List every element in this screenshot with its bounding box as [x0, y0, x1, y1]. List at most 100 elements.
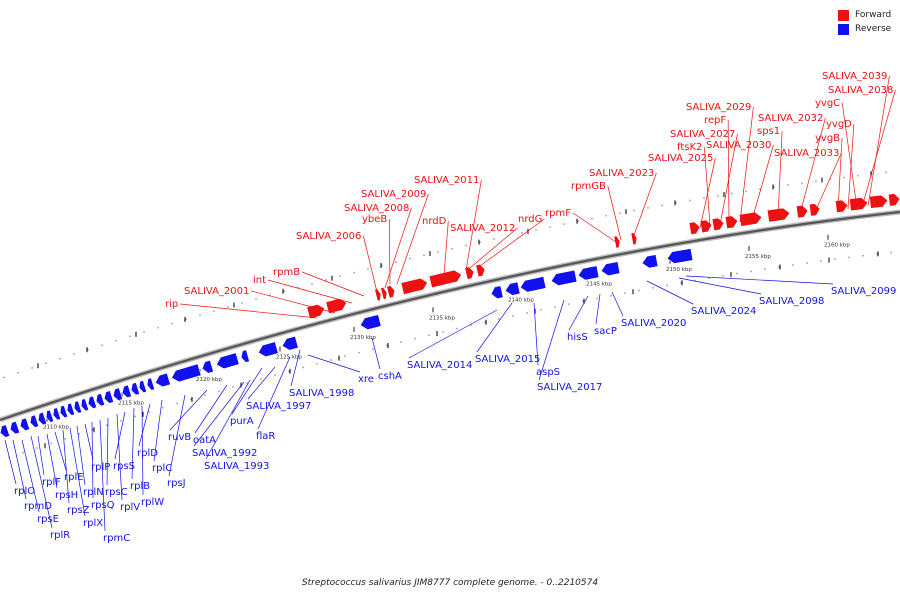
forward-gene[interactable] — [400, 277, 429, 295]
reverse-gene[interactable] — [359, 314, 382, 332]
reverse-gene-label[interactable]: ruvB — [168, 432, 191, 443]
reverse-gene-label[interactable]: sacP — [594, 326, 617, 337]
forward-gene-label[interactable]: SALIVA_2029 — [686, 102, 751, 113]
reverse-gene[interactable] — [550, 269, 578, 287]
forward-gene-label[interactable]: SALIVA_2011 — [414, 175, 479, 186]
forward-gene-label[interactable]: SALIVA_2012 — [450, 223, 515, 234]
reverse-gene-label[interactable]: flaR — [256, 431, 275, 442]
reverse-gene-label[interactable]: SALIVA_1998 — [289, 388, 354, 399]
forward-gene[interactable] — [306, 303, 327, 320]
forward-gene[interactable] — [613, 235, 621, 249]
forward-gene[interactable] — [738, 211, 763, 227]
reverse-gene-label[interactable]: xre — [358, 374, 374, 385]
forward-gene[interactable] — [724, 215, 739, 229]
reverse-gene-label[interactable]: rpsH — [55, 490, 78, 501]
forward-gene-label[interactable]: SALIVA_2006 — [296, 231, 361, 242]
reverse-gene-label[interactable]: rplB — [130, 481, 150, 492]
forward-gene-label[interactable]: rpmB — [273, 267, 300, 278]
reverse-gene-label[interactable]: rplN — [83, 487, 104, 498]
forward-gene-label[interactable]: yvgB — [815, 133, 840, 144]
forward-gene[interactable] — [475, 263, 486, 278]
reverse-gene-label[interactable]: rplP — [91, 462, 110, 473]
forward-gene-label[interactable]: rip — [165, 299, 178, 310]
forward-gene-label[interactable]: SALIVA_2038 — [828, 85, 893, 96]
reverse-gene-label[interactable]: purA — [230, 416, 254, 427]
reverse-gene[interactable] — [215, 352, 240, 371]
reverse-gene-label[interactable]: rpmC — [103, 533, 130, 544]
forward-gene-label[interactable]: SALIVA_2008 — [344, 203, 409, 214]
reverse-gene[interactable] — [86, 395, 98, 410]
reverse-gene[interactable] — [72, 400, 83, 414]
forward-gene-label[interactable]: nrdD — [422, 216, 447, 227]
forward-gene-label[interactable]: SALIVA_2027 — [670, 129, 735, 140]
forward-gene[interactable] — [386, 285, 397, 299]
forward-gene-label[interactable]: SALIVA_2001 — [184, 286, 249, 297]
reverse-gene-label[interactable]: rpsQ — [91, 500, 115, 511]
forward-gene-label[interactable]: SALIVA_2039 — [822, 71, 887, 82]
reverse-gene-label[interactable]: SALIVA_1997 — [246, 401, 311, 412]
reverse-gene-label[interactable]: SALIVA_2098 — [759, 296, 824, 307]
reverse-gene[interactable] — [519, 276, 547, 293]
reverse-gene-label[interactable]: SALIVA_2014 — [407, 360, 472, 371]
forward-gene-label[interactable]: rpmF — [545, 208, 571, 219]
reverse-gene[interactable] — [94, 393, 106, 407]
forward-gene-label[interactable]: ftsK2 — [677, 142, 702, 153]
forward-gene[interactable] — [711, 217, 725, 232]
reverse-gene[interactable] — [490, 285, 504, 300]
reverse-gene-label[interactable]: SALIVA_2024 — [691, 306, 756, 317]
reverse-gene-label[interactable]: rpsC — [105, 487, 128, 498]
reverse-gene[interactable] — [111, 387, 123, 402]
reverse-gene-label[interactable]: rplX — [83, 518, 103, 529]
reverse-gene[interactable] — [18, 417, 31, 432]
reverse-gene[interactable] — [58, 404, 69, 419]
reverse-gene[interactable] — [65, 402, 76, 416]
reverse-gene[interactable] — [641, 254, 659, 269]
reverse-gene[interactable] — [120, 384, 132, 399]
legend-reverse[interactable]: Reverse — [838, 22, 891, 36]
reverse-gene[interactable] — [577, 265, 600, 282]
reverse-gene-label[interactable]: SALIVA_1992 — [192, 448, 257, 459]
forward-gene-label[interactable]: rpmGB — [571, 181, 606, 192]
reverse-gene-label[interactable]: rplR — [50, 530, 70, 541]
forward-gene-label[interactable]: sps1 — [757, 126, 780, 137]
reverse-gene-label[interactable]: rpsJ — [167, 478, 186, 489]
reverse-gene[interactable] — [137, 379, 148, 394]
forward-gene-label[interactable]: yvgC — [815, 98, 840, 109]
reverse-gene-label[interactable]: rplE — [64, 472, 84, 483]
reverse-gene-label[interactable]: rpmD — [24, 501, 52, 512]
reverse-gene-label[interactable]: rplC — [152, 463, 172, 474]
forward-gene-label[interactable]: repF — [704, 115, 726, 126]
reverse-gene[interactable] — [201, 359, 214, 374]
reverse-gene[interactable] — [8, 420, 21, 435]
forward-gene-label[interactable]: ybeB — [362, 214, 387, 225]
forward-gene[interactable] — [808, 203, 821, 217]
reverse-gene-label[interactable]: rplD — [137, 448, 158, 459]
reverse-gene-label[interactable]: rplV — [120, 502, 140, 513]
forward-gene-label[interactable]: SALIVA_2023 — [589, 168, 654, 179]
reverse-gene[interactable] — [28, 414, 40, 429]
reverse-gene[interactable] — [154, 372, 171, 389]
forward-gene-label[interactable]: SALIVA_2009 — [361, 189, 426, 200]
reverse-gene-label[interactable]: rplO — [14, 486, 35, 497]
reverse-gene-label[interactable]: rplW — [141, 497, 164, 508]
reverse-gene-label[interactable]: cshA — [378, 371, 402, 382]
forward-gene-label[interactable]: int — [253, 275, 266, 286]
reverse-gene[interactable] — [51, 407, 62, 421]
reverse-gene-label[interactable]: oatA — [193, 435, 216, 446]
reverse-gene-label[interactable]: rpsZ — [67, 505, 90, 516]
forward-gene[interactable] — [464, 266, 475, 280]
forward-gene[interactable] — [795, 204, 809, 219]
forward-gene[interactable] — [888, 193, 900, 207]
reverse-gene[interactable] — [504, 281, 521, 297]
reverse-gene-label[interactable]: SALIVA_2099 — [831, 286, 896, 297]
reverse-gene[interactable] — [44, 409, 55, 423]
legend-forward[interactable]: Forward — [838, 8, 891, 22]
reverse-gene[interactable] — [145, 377, 156, 391]
forward-gene-label[interactable]: SALIVA_2025 — [648, 153, 713, 164]
reverse-gene[interactable] — [36, 411, 48, 426]
reverse-gene-label[interactable]: SALIVA_2020 — [621, 318, 686, 329]
forward-gene[interactable] — [688, 221, 701, 235]
reverse-gene[interactable] — [79, 398, 90, 412]
reverse-gene[interactable] — [257, 341, 279, 359]
forward-gene-label[interactable]: SALIVA_2032 — [758, 113, 823, 124]
